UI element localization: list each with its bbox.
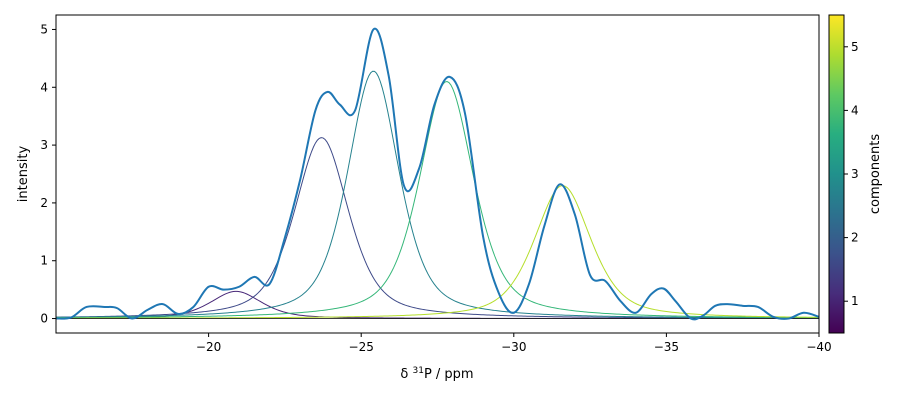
colorbar-tick-label: 3 [851,167,859,181]
colorbar-axis: 1 2 3 4 5 [844,40,859,308]
y-tick-label: 5 [40,22,48,36]
x-axis: −20 −25 −30 −35 −40 [196,333,832,354]
y-tick-label: 4 [40,80,48,94]
x-tick-label: −20 [196,340,221,354]
y-tick-label: 2 [40,196,48,210]
x-axis-label-superscript: 31 [412,366,423,376]
colorbar-tick-label: 2 [851,231,859,245]
plot-frame [55,14,820,334]
y-tick-label: 0 [40,312,48,326]
component-curve-3 [56,70,819,319]
colorbar-tick-label: 4 [851,103,859,117]
x-tick-label: −35 [654,340,679,354]
component-curve-5 [56,185,819,319]
colorbar-tick-label: 1 [851,294,859,308]
colorbar-tick-label: 5 [851,40,859,54]
y-tick-label: 1 [40,254,48,268]
colorbar [828,14,845,334]
x-axis-label: δ 31P / ppm [400,366,473,382]
y-axis: 0 1 2 3 4 5 [40,22,56,326]
y-tick-label: 3 [40,138,48,152]
measured-spectrum-line [56,27,819,321]
x-tick-label: −40 [806,340,831,354]
plot-background [56,15,819,333]
y-axis-label: intensity [16,146,31,203]
x-tick-label: −25 [349,340,374,354]
x-tick-label: −30 [501,340,526,354]
measured-spectrum [56,27,819,321]
colorbar-label: components [868,134,883,215]
